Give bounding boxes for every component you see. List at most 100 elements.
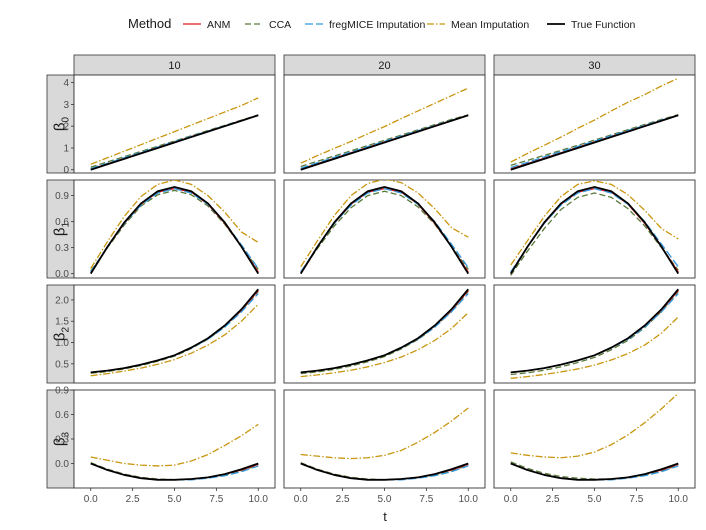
y-tick-label: 2.0 bbox=[55, 295, 69, 306]
series-mean-imputation bbox=[510, 316, 679, 379]
panel-frame bbox=[493, 179, 696, 279]
series-cca bbox=[510, 114, 679, 167]
x-tick-label: 10.0 bbox=[459, 494, 479, 505]
panel-series bbox=[509, 180, 680, 276]
series-cca bbox=[510, 290, 679, 376]
series-mean-imputation bbox=[300, 312, 469, 378]
panel-frame bbox=[73, 179, 276, 279]
series-true-function bbox=[510, 288, 679, 374]
row-strip-1 bbox=[46, 179, 75, 279]
series-mean-imputation bbox=[90, 423, 259, 467]
series-mean-imputation bbox=[300, 87, 469, 164]
panel-frame bbox=[283, 179, 486, 279]
y-tick-label: 0 bbox=[63, 165, 69, 176]
legend-label-fregmice-imputation: fregMICE Imputation bbox=[329, 19, 425, 31]
y-tick-label: 0.9 bbox=[55, 386, 69, 397]
row-strip-0 bbox=[46, 74, 75, 174]
row-strip-2 bbox=[46, 284, 75, 384]
panel-series bbox=[90, 423, 259, 481]
y-tick-label: 0.5 bbox=[55, 359, 69, 370]
panel-row0-col10 bbox=[73, 74, 276, 174]
y-tick-label: 0.3 bbox=[55, 435, 69, 446]
series-true-function bbox=[509, 186, 680, 275]
column-strip-label-10: 10 bbox=[168, 60, 180, 72]
panel-row2-col20 bbox=[283, 284, 486, 384]
series-true-function bbox=[299, 186, 470, 275]
x-tick-label: 5.0 bbox=[588, 494, 602, 505]
y-tick-label: 4 bbox=[63, 78, 69, 89]
legend: Method ANM CCA fregMICE Imputation Mean Impu… bbox=[128, 16, 636, 31]
series-true-function bbox=[300, 462, 469, 481]
x-tick-label: 7.5 bbox=[209, 494, 223, 505]
y-tick-label: 1 bbox=[63, 143, 69, 154]
x-tick-label: 10.0 bbox=[249, 494, 269, 505]
panel-frame bbox=[283, 389, 486, 489]
series-mean-imputation bbox=[510, 392, 679, 459]
x-tick-label: 10.0 bbox=[669, 494, 689, 505]
panel-row1-col30 bbox=[493, 179, 696, 279]
panel-series bbox=[300, 87, 469, 171]
panel-row2-col10 bbox=[73, 284, 276, 384]
panel-row3-col10: 0.0 2.5 5.0 7.5 10.0 bbox=[73, 389, 276, 505]
legend-item-anm: ANM bbox=[183, 19, 230, 31]
series-true-function bbox=[510, 462, 679, 481]
series-true-function bbox=[90, 462, 259, 481]
column-strip-label-20: 20 bbox=[378, 60, 390, 72]
x-tick-label: 0.0 bbox=[294, 494, 308, 505]
series-mean-imputation bbox=[510, 180, 679, 266]
panel-row2-col30 bbox=[493, 284, 696, 384]
series-true-function bbox=[90, 114, 259, 171]
y-tick-label: 0.6 bbox=[55, 217, 69, 228]
panel-row0-col30 bbox=[493, 74, 696, 174]
x-tick-label: 0.0 bbox=[84, 494, 98, 505]
series-true-function bbox=[89, 186, 260, 275]
x-tick-label: 2.5 bbox=[126, 494, 140, 505]
series-mean-imputation bbox=[300, 407, 469, 460]
x-tick-label: 5.0 bbox=[168, 494, 182, 505]
x-axis-title: t bbox=[383, 509, 387, 524]
y-tick-label: 0.0 bbox=[55, 459, 69, 470]
y-tick-label: 0.6 bbox=[55, 410, 69, 421]
panel-series bbox=[90, 97, 259, 171]
panel-row3-col30: 0.0 2.5 5.0 7.5 10.0 bbox=[493, 389, 696, 505]
x-tick-label: 7.5 bbox=[419, 494, 433, 505]
series-cca bbox=[300, 290, 469, 375]
panel-row0-col20 bbox=[283, 74, 486, 174]
panel-row1-col10 bbox=[73, 179, 276, 279]
legend-label-true-function: True Function bbox=[571, 19, 636, 31]
panels: 0 1 2 3 4 0.0 0.3 0.6 0.9 0.5 1.0 1.5 2.0 0.0 0.3 0.6 0.… bbox=[55, 74, 696, 505]
panel-frame bbox=[73, 389, 276, 489]
x-tick-label: 0.0 bbox=[504, 494, 518, 505]
x-tick-label: 2.5 bbox=[546, 494, 560, 505]
legend-item-cca: CCA bbox=[245, 19, 291, 31]
panel-series bbox=[510, 392, 679, 481]
panel-row1-col20 bbox=[283, 179, 486, 279]
y-tick-label: 0.9 bbox=[55, 191, 69, 202]
series-true-function bbox=[300, 114, 469, 171]
y-tick-label: 0.3 bbox=[55, 243, 69, 254]
panel-frame bbox=[283, 284, 486, 384]
panel-series bbox=[300, 407, 469, 481]
panel-frame bbox=[493, 284, 696, 384]
legend-item-fregmice-imputation: fregMICE Imputation bbox=[305, 19, 425, 31]
panel-frame bbox=[73, 74, 276, 174]
row-strip-subscript-0: 0 bbox=[61, 116, 72, 122]
panel-series bbox=[510, 77, 679, 171]
legend-label-cca: CCA bbox=[269, 19, 291, 31]
panel-series bbox=[300, 288, 469, 378]
panel-series bbox=[89, 180, 260, 275]
panel-frame bbox=[73, 284, 276, 384]
row-strip-3 bbox=[46, 389, 75, 489]
series-mean-imputation bbox=[510, 77, 679, 163]
x-tick-label: 2.5 bbox=[336, 494, 350, 505]
y-tick-label: 1.0 bbox=[55, 338, 69, 349]
row-strip-subscript-3: 3 bbox=[61, 431, 72, 437]
row-strip-subscript-2: 2 bbox=[61, 326, 72, 332]
series-cca bbox=[300, 114, 469, 168]
series-cca bbox=[510, 192, 679, 276]
legend-item-true-function: True Function bbox=[547, 19, 636, 31]
legend-label-mean-imputation: Mean Imputation bbox=[451, 19, 529, 31]
x-tick-label: 7.5 bbox=[629, 494, 643, 505]
